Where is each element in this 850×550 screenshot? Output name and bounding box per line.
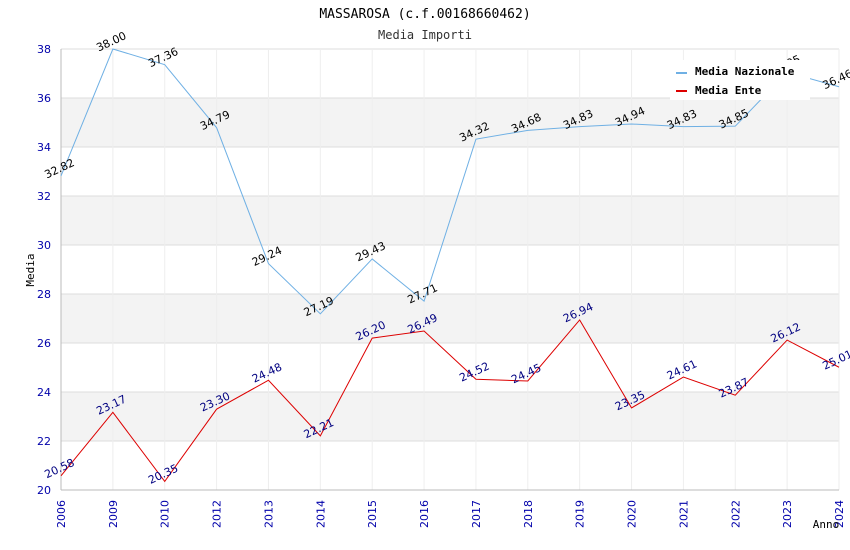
y-tick-label: 36	[37, 92, 51, 105]
series-line-1	[60, 319, 840, 483]
y-tick-label: 28	[37, 288, 51, 301]
y-tick-label: 38	[37, 43, 51, 56]
legend-label-media-ente: Media Ente	[695, 84, 762, 97]
y-tick-labels: 20 22 24 26 28 30 32 34 36 38	[37, 43, 51, 497]
x-tick-label: 2024	[833, 500, 846, 528]
x-tick-label: 2015	[366, 500, 379, 528]
legend: Media Nazionale Media Ente	[670, 60, 810, 100]
grid-band	[61, 294, 839, 343]
y-tick-label: 20	[37, 484, 51, 497]
chart-subtitle: Media Importi	[378, 28, 472, 42]
x-tick-labels: 2006 2009 2010 2012 2013 2014 2015 2016 2017 2018…	[55, 500, 846, 528]
x-tick-label: 2006	[55, 500, 68, 528]
x-tick-label: 2018	[522, 500, 535, 528]
y-tick-label: 30	[37, 239, 51, 252]
grid-band	[61, 392, 839, 441]
x-tick-label: 2013	[262, 500, 275, 528]
y-axis-label: Media	[24, 253, 37, 286]
x-tick-label: 2010	[159, 500, 172, 528]
y-tick-label: 34	[37, 141, 51, 154]
y-tick-label: 22	[37, 435, 51, 448]
x-tick-label: 2012	[211, 500, 224, 528]
x-tick-label: 2017	[470, 500, 483, 528]
legend-label-media-nazionale: Media Nazionale	[695, 65, 795, 78]
chart-title: MASSAROSA (c.f.00168660462)	[319, 7, 530, 22]
x-tick-label: 2023	[781, 500, 794, 528]
background-bands	[61, 49, 839, 490]
y-tick-label: 32	[37, 190, 51, 203]
x-tick-label: 2016	[418, 500, 431, 528]
y-tick-label: 26	[37, 337, 51, 350]
x-axis-label: Anno	[813, 518, 840, 531]
x-tick-label: 2019	[574, 500, 587, 528]
series-line-0	[60, 48, 840, 315]
x-tick-label: 2014	[314, 500, 327, 528]
series-lines	[60, 48, 840, 483]
y-tick-label: 24	[37, 386, 51, 399]
grid-band	[61, 98, 839, 147]
x-tick-label: 2009	[107, 500, 120, 528]
x-tick-label: 2022	[729, 500, 742, 528]
legend-box	[670, 60, 810, 100]
x-tick-label: 2020	[626, 500, 639, 528]
x-tick-label: 2021	[677, 500, 690, 528]
axes	[60, 49, 839, 491]
